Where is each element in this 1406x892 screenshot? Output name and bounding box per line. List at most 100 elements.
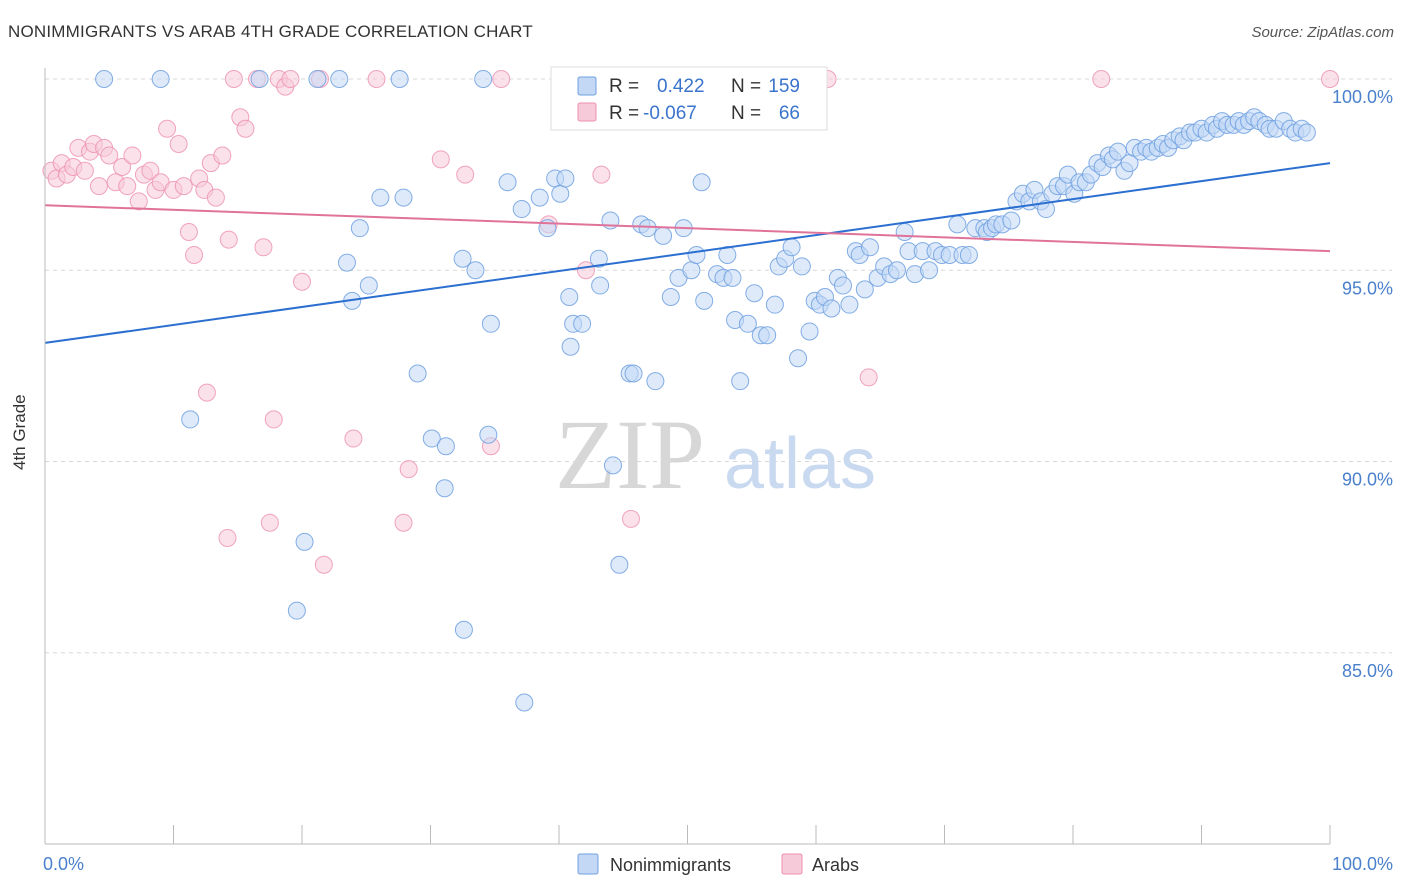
point-arabs-15: [123, 146, 142, 165]
point-arabs-33: [224, 70, 243, 88]
point-nonimmigrants-81: [920, 261, 939, 280]
point-arabs-35: [236, 119, 255, 138]
stats-r-value-2: -0.067: [643, 103, 697, 124]
point-arabs-16: [129, 192, 148, 211]
y-tick-labels: 85.0% 90.0% 95.0% 100.0%: [1332, 87, 1393, 681]
point-arabs-55: [621, 509, 640, 528]
x-tick-labels: 0.0% 100.0%: [43, 854, 1393, 874]
point-nonimmigrants-13: [466, 261, 485, 280]
point-nonimmigrants-6: [474, 70, 493, 88]
point-nonimmigrants-100: [1037, 200, 1056, 219]
stats-swatch-arabs: [577, 102, 597, 122]
point-nonimmigrants-44: [695, 291, 714, 310]
point-nonimmigrants-1: [151, 70, 170, 88]
point-nonimmigrants-23: [560, 288, 579, 307]
source-label: Source: ZipAtlas.com: [1251, 24, 1394, 41]
point-arabs-46: [394, 513, 413, 532]
point-arabs-9: [89, 177, 108, 196]
point-nonimmigrants-76: [887, 261, 906, 280]
point-nonimmigrants-51: [738, 314, 757, 333]
stats-n-value-1: 159: [768, 76, 800, 97]
point-arabs-62: [264, 410, 283, 429]
y-tick-label-2: 95.0%: [1342, 278, 1393, 298]
point-nonimmigrants-54: [758, 326, 777, 345]
point-nonimmigrants-55: [765, 295, 784, 314]
trend-lines: [44, 162, 1331, 344]
watermark-atlas: atlas: [724, 424, 876, 504]
point-nonimmigrants-0: [95, 70, 114, 88]
point-arabs-13: [113, 157, 132, 176]
point-nonimmigrants-4: [330, 70, 349, 88]
point-nonimmigrants-22: [556, 169, 575, 188]
point-nonimmigrants-21: [551, 184, 570, 203]
point-nonimmigrants-52: [745, 284, 764, 303]
point-nonimmigrants-72: [860, 238, 879, 257]
point-arabs-61: [218, 529, 237, 547]
point-nonimmigrants-58: [782, 238, 801, 257]
point-arabs-30: [206, 188, 225, 207]
point-arabs-51: [492, 70, 511, 88]
point-arabs-60: [197, 383, 216, 402]
point-arabs-47: [399, 460, 418, 479]
stats-r-value-1: 0.422: [657, 76, 705, 97]
point-nonimmigrants-35: [638, 219, 657, 238]
point-nonimmigrants-31: [610, 555, 629, 574]
point-nonimmigrants-5: [390, 70, 409, 88]
legend-label-nonimmigrants: Nonimmigrants: [610, 855, 731, 875]
point-arabs-21: [158, 119, 177, 138]
point-arabs-32: [219, 230, 238, 249]
stats-n-value-2: 66: [779, 103, 800, 124]
point-nonimmigrants-67: [833, 276, 852, 295]
point-nonimmigrants-15: [481, 314, 500, 333]
point-nonimmigrants-33: [624, 364, 643, 383]
point-nonimmigrants-12: [453, 249, 472, 268]
point-nonimmigrants-16: [498, 173, 517, 192]
point-nonimmigrants-60: [792, 257, 811, 276]
point-nonimmigrants-94: [1002, 211, 1021, 230]
point-arabs-23: [169, 135, 188, 154]
point-nonimmigrants-10: [408, 364, 427, 383]
stats-r-label-1: R =: [609, 76, 639, 97]
point-nonimmigrants-17: [512, 200, 531, 219]
trend-line-nonimmigrants: [44, 162, 1331, 344]
point-arabs-49: [456, 165, 475, 184]
point-nonimmigrants-18: [530, 188, 549, 207]
y-tick-label-1: 90.0%: [1342, 470, 1393, 490]
axes: [44, 68, 1331, 845]
x-tick-label-0: 0.0%: [43, 854, 84, 874]
point-arabs-31: [213, 146, 232, 165]
point-arabs-59: [859, 368, 878, 387]
y-tick-label-3: 100.0%: [1332, 87, 1393, 107]
point-nonimmigrants-43: [692, 173, 711, 192]
point-nonimmigrants-3: [308, 70, 327, 88]
point-arabs-6: [75, 161, 94, 180]
grid-lines: [45, 78, 1392, 654]
point-nonimmigrants-38: [661, 288, 680, 307]
legend-label-arabs: Arabs: [812, 855, 859, 875]
point-arabs-54: [592, 165, 611, 184]
point-nonimmigrants-150: [350, 219, 369, 238]
series-nonimmigrants: [95, 70, 1316, 712]
point-arabs-65: [1321, 70, 1339, 88]
point-nonimmigrants-48: [723, 268, 742, 287]
point-nonimmigrants-147: [1297, 123, 1316, 142]
point-nonimmigrants-8: [295, 532, 314, 551]
point-nonimmigrants-37: [654, 226, 673, 245]
point-arabs-18: [141, 161, 160, 180]
point-nonimmigrants-149: [337, 253, 356, 272]
point-nonimmigrants-68: [840, 295, 859, 314]
point-arabs-26: [185, 245, 204, 264]
point-nonimmigrants-26: [573, 314, 592, 333]
point-nonimmigrants-14: [479, 425, 498, 444]
point-nonimmigrants-151: [359, 276, 378, 295]
point-nonimmigrants-24: [561, 337, 580, 356]
point-arabs-25: [179, 223, 198, 241]
point-arabs-14: [118, 177, 137, 196]
stats-n-label-2: N =: [731, 103, 761, 124]
point-nonimmigrants-155: [435, 479, 454, 498]
point-nonimmigrants-28: [591, 276, 610, 295]
point-nonimmigrants-61: [800, 322, 819, 341]
point-nonimmigrants-154: [436, 437, 455, 456]
point-nonimmigrants-156: [454, 620, 473, 639]
